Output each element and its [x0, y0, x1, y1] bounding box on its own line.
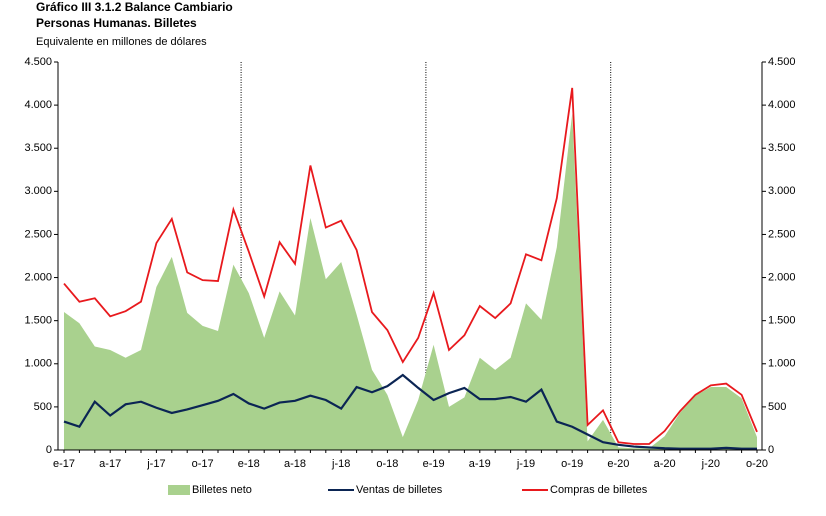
y-tick-label: 4.500: [24, 56, 52, 68]
y2-tick-label: 1.000: [768, 358, 796, 370]
x-tick-label: e-18: [238, 458, 260, 470]
x-tick-label: a-19: [469, 458, 491, 470]
y-tick-label: 2.500: [24, 228, 52, 240]
y-tick-label: 2.000: [24, 271, 52, 283]
line: [63, 373, 757, 450]
chart-title: Gráfico III 3.1.2 Balance Cambiario: [36, 0, 233, 14]
x-tick-label: e-17: [53, 458, 75, 470]
x-tick-label: o-18: [376, 458, 398, 470]
x-tick-label: j-19: [516, 458, 535, 470]
chart-subtitle: Personas Humanas. Billetes: [36, 16, 197, 30]
y2-tick-label: 3.500: [768, 142, 796, 154]
y2-tick-label: 2.500: [768, 228, 796, 240]
legend-label: Compras de billetes: [550, 484, 648, 496]
y-tick-label: 3.000: [24, 185, 52, 197]
y-tick-label: 1.500: [24, 315, 52, 327]
x-tick-label: j-18: [331, 458, 350, 470]
x-tick-label: e-20: [607, 458, 629, 470]
area: [64, 113, 757, 450]
x-tick-label: e-19: [423, 458, 445, 470]
x-tick-label: o-20: [746, 458, 768, 470]
x-tick-label: a-17: [99, 458, 121, 470]
y2-tick-label: 4.500: [768, 56, 796, 68]
y2-tick-label: 500: [768, 401, 786, 413]
y2-tick-label: 0: [768, 444, 774, 456]
line: [63, 87, 758, 445]
x-tick-label: j-20: [701, 458, 720, 470]
y2-tick-label: 4.000: [768, 99, 796, 111]
y2-tick-label: 1.500: [768, 315, 796, 327]
x-tick-label: o-19: [561, 458, 583, 470]
x-tick-label: j-17: [146, 458, 165, 470]
y-tick-label: 3.500: [24, 142, 52, 154]
y2-tick-label: 2.000: [768, 271, 796, 283]
legend-swatch: [168, 485, 190, 495]
x-tick-label: a-20: [654, 458, 676, 470]
y-tick-label: 1.000: [24, 358, 52, 370]
y-tick-label: 500: [34, 401, 52, 413]
y-axis-label: Equivalente en millones de dólares: [36, 36, 207, 48]
legend-label: Billetes neto: [192, 484, 252, 496]
x-tick-label: a-18: [284, 458, 306, 470]
y2-tick-label: 3.000: [768, 185, 796, 197]
x-tick-label: o-17: [192, 458, 214, 470]
y-tick-label: 0: [46, 444, 52, 456]
legend-label: Ventas de billetes: [356, 484, 443, 496]
y-tick-label: 4.000: [24, 99, 52, 111]
